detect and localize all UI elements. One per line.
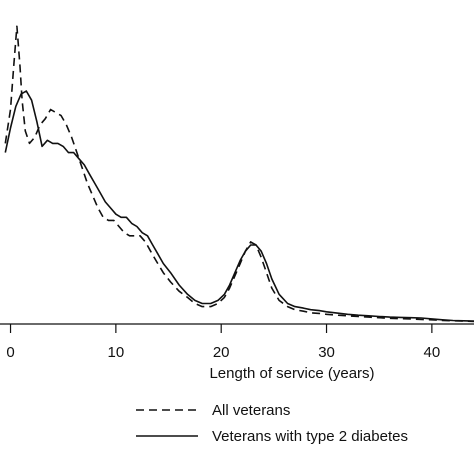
x-tick-label: 40 — [424, 344, 441, 361]
x-axis-ticks: 0 10 20 30 40 — [6, 324, 440, 361]
series-line-type2-diabetes — [4, 90, 474, 322]
x-tick-label: 30 — [318, 344, 335, 361]
legend-label: All veterans — [212, 402, 290, 419]
x-axis-label: Length of service (years) — [209, 365, 374, 382]
x-tick-label: 10 — [108, 344, 125, 361]
x-tick-label: 0 — [6, 344, 14, 361]
x-tick-label: 20 — [213, 344, 230, 361]
plot-area — [4, 25, 474, 323]
series-line-all-veterans — [4, 25, 474, 323]
legend: All veterans Veterans with type 2 diabete… — [136, 402, 408, 445]
legend-label: Veterans with type 2 diabetes — [212, 428, 408, 445]
